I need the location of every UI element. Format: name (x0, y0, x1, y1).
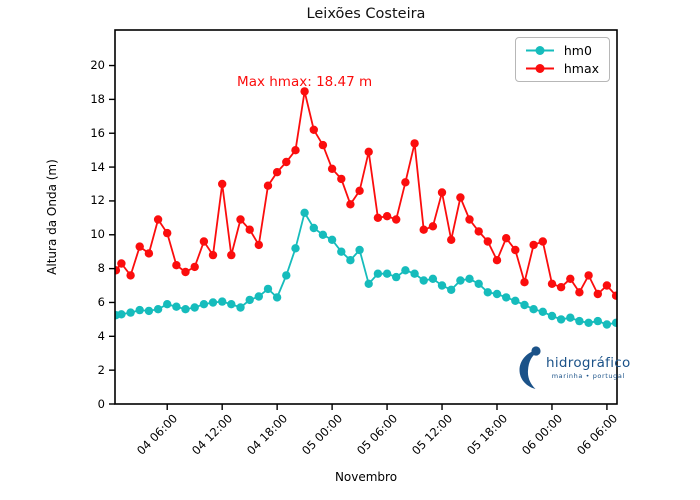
legend-label-hmax: hmax (563, 61, 599, 76)
hm0-line-marker-icon (525, 46, 554, 55)
max-hmax-annotation: Max hmax: 18.47 m (237, 74, 373, 91)
y-tick-label: 0 (97, 396, 105, 411)
chart-title: Leixões Costeira (306, 6, 426, 22)
hm0-series (115, 208, 617, 329)
y-tick-label: 10 (90, 227, 105, 242)
y-tick-label: 16 (90, 125, 105, 140)
logo-swirl-icon (519, 346, 541, 389)
y-tick-label: 20 (90, 58, 105, 73)
y-tick-label: 14 (90, 159, 105, 174)
y-tick-label: 12 (90, 193, 105, 208)
y-axis-label: Altura da Onda (m) (45, 159, 59, 275)
legend-item-hmax: hmax (524, 61, 599, 76)
y-tick-label: 4 (97, 328, 105, 343)
logo-text: hidrográfico (546, 355, 631, 371)
logo-subtext: marinha • portugal (551, 371, 625, 380)
legend: hm0 hmax (514, 37, 610, 82)
y-tick-label: 8 (97, 261, 105, 276)
x-axis-label: Novembro (334, 470, 398, 484)
y-tick-label: 6 (97, 294, 105, 309)
legend-item-hm0: hm0 (524, 43, 599, 58)
hmax-series (115, 87, 617, 300)
y-tick-label: 18 (90, 91, 105, 106)
hmax-line-marker-icon (525, 64, 554, 73)
hidrografico-logo: hidrográfico marinha • portugal (517, 346, 631, 390)
legend-label-hm0: hm0 (563, 43, 592, 58)
y-tick-label: 2 (97, 362, 105, 377)
